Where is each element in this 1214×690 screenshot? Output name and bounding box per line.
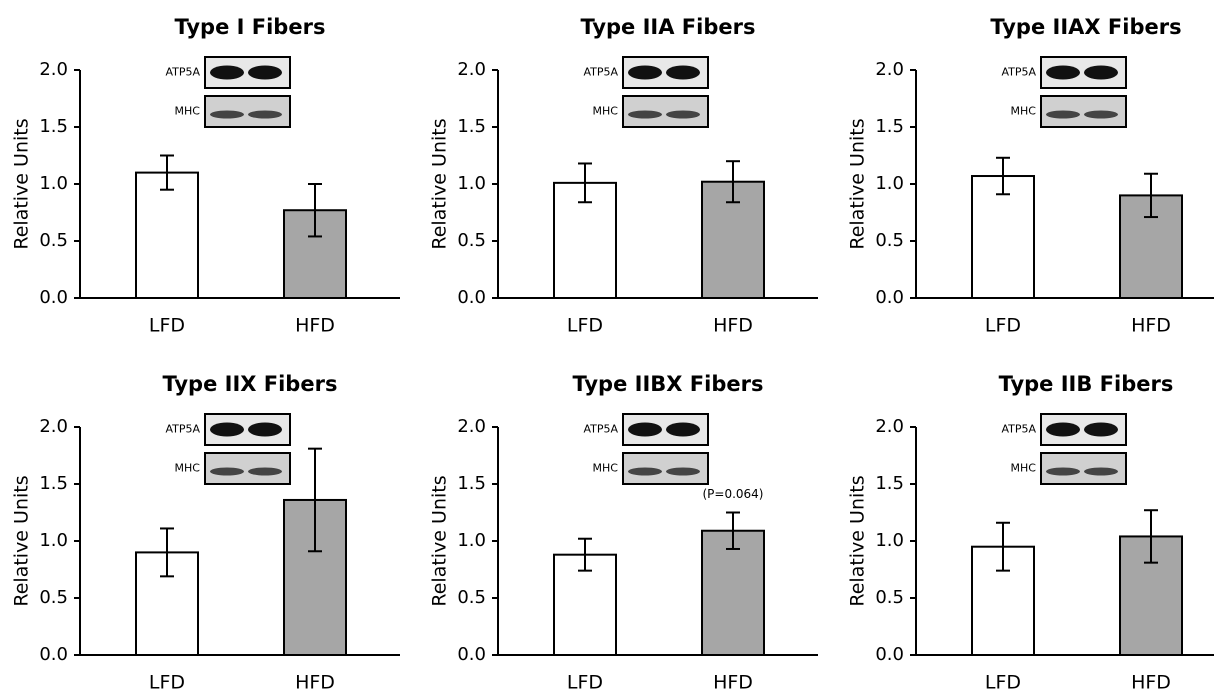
panel: Type IIA Fibers Relative Units 0.0 0.5 1.0 1.… bbox=[429, 15, 819, 337]
x-tick-label: HFD bbox=[713, 315, 753, 337]
panel: Type I Fibers Relative Units 0.0 0.5 1.0 1.5 2… bbox=[11, 15, 401, 337]
x-tick-label: HFD bbox=[713, 672, 753, 690]
blot-band bbox=[248, 468, 282, 476]
blot-label: ATP5A bbox=[165, 423, 200, 436]
blot-band bbox=[628, 66, 662, 80]
blot-band bbox=[248, 66, 282, 80]
y-tick-label: 1.5 bbox=[457, 473, 486, 494]
blot-band bbox=[1046, 468, 1080, 476]
blot-band bbox=[248, 423, 282, 437]
blot-band bbox=[1046, 66, 1080, 80]
panel-title: Type I Fibers bbox=[175, 15, 326, 39]
y-tick-label: 0.5 bbox=[39, 587, 68, 608]
y-tick-label: 1.5 bbox=[39, 473, 68, 494]
x-tick-label: LFD bbox=[567, 315, 603, 337]
panel-title: Type IIBX Fibers bbox=[573, 372, 764, 396]
y-tick-label: 0.5 bbox=[39, 230, 68, 251]
y-tick-label: 0.0 bbox=[39, 287, 68, 308]
x-tick-label: LFD bbox=[567, 672, 603, 690]
y-axis-label: Relative Units bbox=[847, 118, 869, 249]
y-tick-label: 0.5 bbox=[875, 230, 904, 251]
y-tick-label: 2.0 bbox=[39, 416, 68, 437]
bar bbox=[136, 173, 198, 298]
y-tick-label: 1.5 bbox=[457, 116, 486, 137]
blot-band bbox=[1084, 111, 1118, 119]
x-tick-label: HFD bbox=[295, 315, 335, 337]
blot-band bbox=[628, 423, 662, 437]
panel-title: Type IIB Fibers bbox=[999, 372, 1174, 396]
blot-band bbox=[248, 111, 282, 119]
blot-label: ATP5A bbox=[583, 66, 618, 79]
y-tick-label: 0.0 bbox=[875, 287, 904, 308]
y-axis-label: Relative Units bbox=[11, 475, 33, 606]
y-tick-label: 0.5 bbox=[875, 587, 904, 608]
y-tick-label: 0.5 bbox=[457, 230, 486, 251]
y-tick-label: 2.0 bbox=[875, 59, 904, 80]
y-tick-label: 1.0 bbox=[875, 530, 904, 551]
blot-band bbox=[1084, 66, 1118, 80]
y-tick-label: 1.5 bbox=[875, 473, 904, 494]
blot-band bbox=[628, 111, 662, 119]
y-tick-label: 0.0 bbox=[457, 644, 486, 665]
y-tick-label: 0.0 bbox=[39, 644, 68, 665]
y-tick-label: 1.5 bbox=[875, 116, 904, 137]
y-axis-label: Relative Units bbox=[11, 118, 33, 249]
y-tick-label: 2.0 bbox=[457, 59, 486, 80]
blot-band bbox=[666, 111, 700, 119]
y-tick-label: 1.0 bbox=[457, 173, 486, 194]
blot-label: MHC bbox=[175, 105, 201, 118]
panel-title: Type IIA Fibers bbox=[581, 15, 756, 39]
figure: Type I Fibers Relative Units 0.0 0.5 1.0 1.5 2… bbox=[0, 0, 1214, 690]
blot-label: MHC bbox=[593, 105, 619, 118]
y-tick-label: 0.0 bbox=[875, 644, 904, 665]
y-axis-label: Relative Units bbox=[847, 475, 869, 606]
blot-label: MHC bbox=[1011, 462, 1037, 475]
y-axis-label: Relative Units bbox=[429, 118, 451, 249]
y-axis-label: Relative Units bbox=[429, 475, 451, 606]
blot-label: ATP5A bbox=[583, 423, 618, 436]
panel: Type IIBX Fibers Relative Units 0.0 0.5 1.0 1… bbox=[429, 372, 819, 690]
blot-band bbox=[1084, 423, 1118, 437]
y-tick-label: 1.0 bbox=[39, 173, 68, 194]
panel: Type IIB Fibers Relative Units 0.0 0.5 1.0 1.… bbox=[847, 372, 1214, 690]
y-tick-label: 2.0 bbox=[457, 416, 486, 437]
blot-label: ATP5A bbox=[1001, 66, 1036, 79]
x-tick-label: LFD bbox=[985, 315, 1021, 337]
x-tick-label: HFD bbox=[295, 672, 335, 690]
blot-band bbox=[628, 468, 662, 476]
blot-band bbox=[210, 111, 244, 119]
blot-label: MHC bbox=[1011, 105, 1037, 118]
x-tick-label: LFD bbox=[149, 315, 185, 337]
y-tick-label: 1.5 bbox=[39, 116, 68, 137]
y-tick-label: 2.0 bbox=[875, 416, 904, 437]
blot-band bbox=[1084, 468, 1118, 476]
blot-band bbox=[1046, 423, 1080, 437]
blot-label: ATP5A bbox=[165, 66, 200, 79]
y-tick-label: 0.0 bbox=[457, 287, 486, 308]
x-tick-label: HFD bbox=[1131, 315, 1171, 337]
annotation: (P=0.064) bbox=[702, 487, 763, 501]
blot-band bbox=[210, 66, 244, 80]
y-tick-label: 2.0 bbox=[39, 59, 68, 80]
x-tick-label: LFD bbox=[985, 672, 1021, 690]
y-tick-label: 1.0 bbox=[875, 173, 904, 194]
blot-band bbox=[210, 423, 244, 437]
blot-label: ATP5A bbox=[1001, 423, 1036, 436]
blot-band bbox=[666, 66, 700, 80]
y-tick-label: 1.0 bbox=[39, 530, 68, 551]
blot-band bbox=[210, 468, 244, 476]
blot-label: MHC bbox=[593, 462, 619, 475]
blot-band bbox=[666, 468, 700, 476]
y-tick-label: 1.0 bbox=[457, 530, 486, 551]
blot-band bbox=[1046, 111, 1080, 119]
y-tick-label: 0.5 bbox=[457, 587, 486, 608]
panel-title: Type IIAX Fibers bbox=[990, 15, 1181, 39]
panel-title: Type IIX Fibers bbox=[163, 372, 338, 396]
x-tick-label: HFD bbox=[1131, 672, 1171, 690]
panel: Type IIAX Fibers Relative Units 0.0 0.5 1.0 1… bbox=[847, 15, 1214, 337]
blot-band bbox=[666, 423, 700, 437]
panel: Type IIX Fibers Relative Units 0.0 0.5 1.0 1.… bbox=[11, 372, 401, 690]
blot-label: MHC bbox=[175, 462, 201, 475]
x-tick-label: LFD bbox=[149, 672, 185, 690]
